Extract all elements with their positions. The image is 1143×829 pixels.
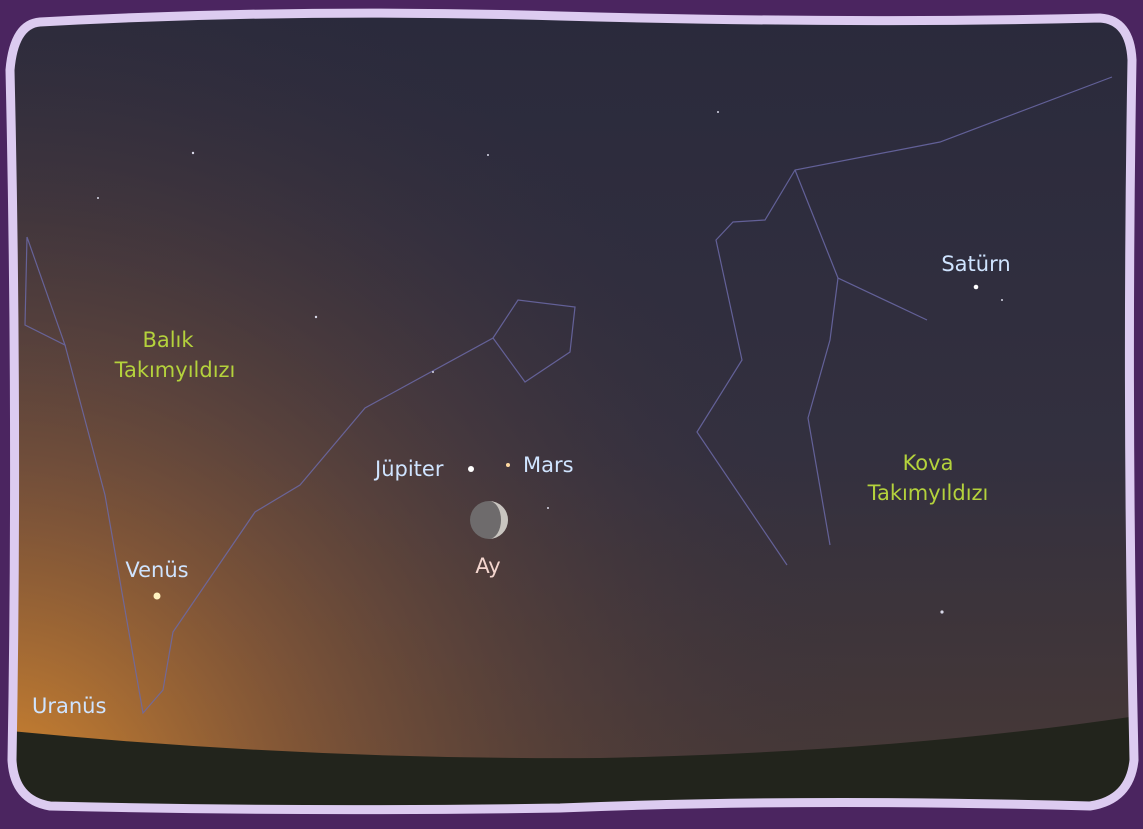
constellation-label: Takımyıldızı — [114, 358, 236, 382]
uranus-label: Uranüs — [32, 694, 106, 718]
venus-dot — [154, 593, 161, 600]
sky-map: Satürn Jüpiter Mars Ay Venüs Uranüs Balı… — [0, 0, 1143, 829]
mars-dot — [506, 463, 510, 467]
sky — [0, 0, 1143, 829]
saturn-label: Satürn — [941, 252, 1010, 276]
jupiter-label: Jüpiter — [373, 457, 444, 481]
constellation-label: Kova — [903, 451, 954, 475]
constellation-label: Takımyıldızı — [867, 481, 989, 505]
constellation-label: Balık — [142, 328, 194, 352]
jupiter-dot — [468, 466, 474, 472]
moon-label: Ay — [475, 554, 500, 578]
mars-label: Mars — [523, 453, 574, 477]
saturn-dot — [974, 285, 979, 290]
venus-label: Venüs — [125, 558, 188, 582]
